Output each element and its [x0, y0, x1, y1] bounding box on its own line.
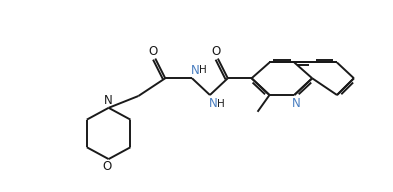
Text: O: O — [211, 45, 220, 58]
Text: N: N — [191, 64, 199, 77]
Text: H: H — [199, 65, 207, 75]
Text: N: N — [209, 97, 217, 110]
Text: O: O — [149, 45, 158, 58]
Text: N: N — [292, 97, 301, 110]
Text: O: O — [102, 161, 111, 173]
Text: N: N — [104, 94, 113, 108]
Text: H: H — [217, 99, 225, 109]
